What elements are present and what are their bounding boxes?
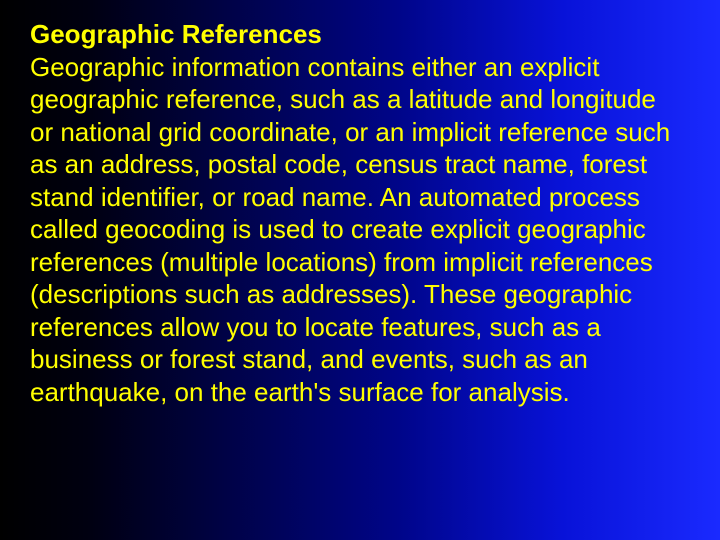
slide-heading: Geographic References — [30, 18, 690, 51]
slide-body-text: Geographic information contains either a… — [30, 51, 680, 409]
slide: Geographic References Geographic informa… — [0, 0, 720, 540]
